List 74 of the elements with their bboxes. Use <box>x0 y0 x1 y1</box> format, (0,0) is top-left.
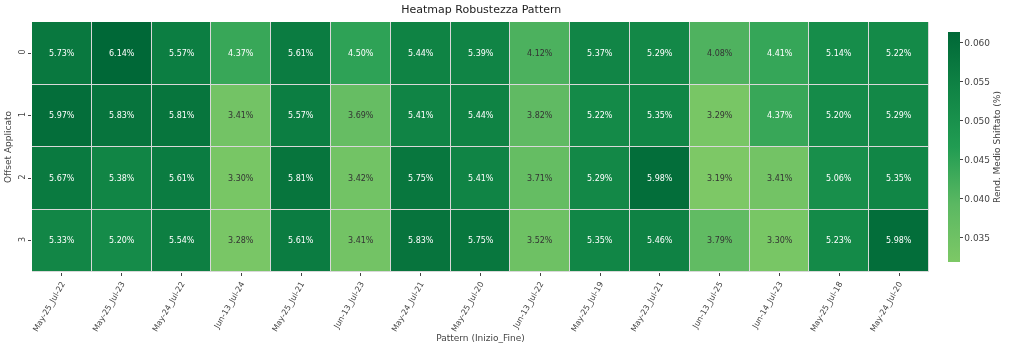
data-label: 3.41% <box>228 111 254 120</box>
data-label: 5.41% <box>468 174 494 183</box>
data-label: 4.37% <box>767 111 793 120</box>
data-label: 3.41% <box>348 236 374 245</box>
data-label: 5.75% <box>408 174 434 183</box>
color-bar-label: 0.060 <box>964 38 991 49</box>
data-label: 5.98% <box>647 174 673 183</box>
data-label: 3.28% <box>228 236 254 245</box>
data-label: 3.52% <box>527 236 553 245</box>
data-label: 5.39% <box>468 49 494 58</box>
data-label: 4.50% <box>348 49 374 58</box>
data-label: 3.30% <box>228 174 254 183</box>
data-label: 4.37% <box>228 49 254 58</box>
data-label: 4.08% <box>707 49 733 58</box>
color-bar-label: 0.055 <box>964 77 991 88</box>
color-bar-label: 0.050 <box>964 116 991 127</box>
data-label: 5.37% <box>587 49 613 58</box>
color-bar-label: 0.035 <box>964 232 991 243</box>
data-label: 3.79% <box>707 236 733 245</box>
data-label: 5.29% <box>587 174 613 183</box>
data-label: 3.30% <box>767 236 793 245</box>
data-label: 5.75% <box>468 236 494 245</box>
data-label: 5.61% <box>288 236 314 245</box>
data-label: 5.83% <box>408 236 434 245</box>
data-label: 5.29% <box>886 111 912 120</box>
chart-title: Heatmap Robustezza Pattern <box>401 2 562 16</box>
data-label: 3.29% <box>707 111 733 120</box>
data-label: 5.83% <box>109 111 135 120</box>
x-axis-title: Pattern (Inizio_Fine) <box>436 333 525 344</box>
data-label: 3.71% <box>527 174 553 183</box>
data-label: 5.81% <box>169 111 195 120</box>
data-label: 5.20% <box>109 236 135 245</box>
data-label: 4.12% <box>527 49 553 58</box>
y-tick-label: 2 <box>17 174 27 180</box>
color-bar-label: 0.040 <box>964 194 991 204</box>
data-label: 5.14% <box>826 49 852 58</box>
data-label: 5.20% <box>826 111 852 120</box>
data-label: 4.41% <box>767 49 793 58</box>
color-bar-label: 0.045 <box>964 155 991 166</box>
data-label: 5.73% <box>49 49 75 58</box>
data-label: 5.44% <box>468 111 494 120</box>
data-label: 5.57% <box>288 111 314 120</box>
data-label: 5.35% <box>587 236 613 245</box>
data-label: 5.35% <box>647 111 673 120</box>
data-label: 5.23% <box>826 236 852 245</box>
data-label: 5.35% <box>886 174 912 183</box>
data-label: 5.41% <box>408 111 434 120</box>
data-label: 5.22% <box>587 111 613 120</box>
y-axis-title: Offset Applicato <box>3 110 14 183</box>
data-label: 5.61% <box>169 174 195 183</box>
data-label: 5.57% <box>169 49 195 58</box>
data-label: 3.42% <box>348 174 374 183</box>
data-label: 5.38% <box>109 174 135 183</box>
data-label: 5.44% <box>408 49 434 58</box>
y-tick-label: 1 <box>17 112 27 118</box>
data-label: 5.46% <box>647 236 673 245</box>
data-label: 6.14% <box>109 49 135 58</box>
y-tick-label: 3 <box>17 237 27 243</box>
data-label: 5.67% <box>49 174 75 183</box>
data-label: 5.97% <box>49 111 75 120</box>
color-bar-title: Rend. Medio Shiftato (%) <box>992 91 1003 203</box>
data-label: 5.98% <box>886 236 912 245</box>
y-tick-label: 0 <box>17 49 27 55</box>
data-label: 3.69% <box>348 111 374 120</box>
data-label: 5.06% <box>826 174 852 183</box>
data-label: 5.33% <box>49 236 75 245</box>
data-label: 5.54% <box>169 236 195 245</box>
data-label: 3.82% <box>527 111 553 120</box>
data-label: 3.41% <box>767 174 793 183</box>
data-label: 5.61% <box>288 49 314 58</box>
data-label: 5.29% <box>647 49 673 58</box>
data-label: 3.19% <box>707 174 733 183</box>
data-label: 5.22% <box>886 49 912 58</box>
data-label: 5.81% <box>288 174 314 183</box>
